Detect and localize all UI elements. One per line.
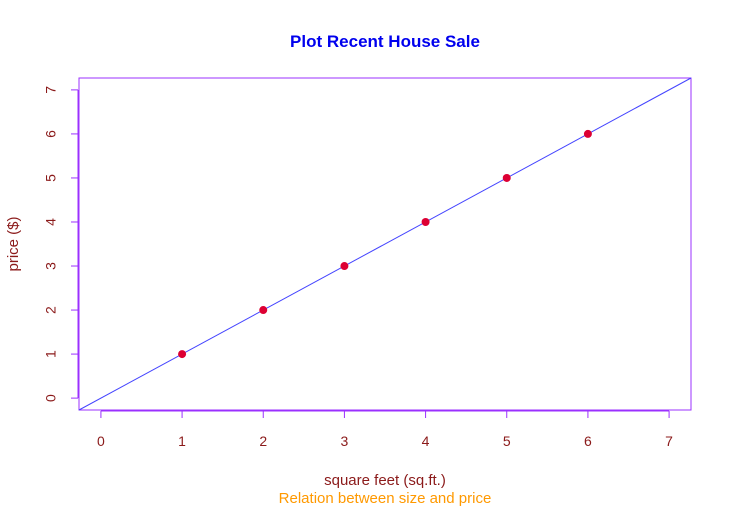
chart-subtitle: Relation between size and price bbox=[279, 490, 492, 507]
x-axis-label: square feet (sq.ft.) bbox=[324, 472, 446, 489]
data-point bbox=[583, 129, 592, 138]
x-tick-label: 2 bbox=[259, 433, 267, 449]
x-tick-label: 0 bbox=[97, 433, 105, 449]
data-point bbox=[178, 350, 187, 359]
data-point bbox=[421, 217, 430, 226]
y-tick-label: 4 bbox=[43, 218, 59, 226]
data-point bbox=[259, 306, 268, 315]
y-tick-label: 1 bbox=[43, 350, 59, 358]
plot-area-border bbox=[78, 77, 692, 411]
y-tick-label: 6 bbox=[43, 130, 59, 138]
x-tick-label: 4 bbox=[422, 433, 430, 449]
x-tick-label: 1 bbox=[178, 433, 186, 449]
regression-line bbox=[78, 77, 692, 411]
y-tick-label: 5 bbox=[43, 174, 59, 182]
x-tick-label: 6 bbox=[584, 433, 592, 449]
chart-title: Plot Recent House Sale bbox=[290, 32, 480, 51]
y-axis-label: price ($) bbox=[5, 216, 22, 271]
y-tick-label: 0 bbox=[43, 394, 59, 402]
data-point bbox=[340, 262, 349, 271]
x-tick-label: 5 bbox=[503, 433, 511, 449]
x-tick-label: 3 bbox=[341, 433, 349, 449]
regression-line-group bbox=[78, 77, 692, 411]
x-tick-label: 7 bbox=[665, 433, 673, 449]
data-point bbox=[502, 173, 511, 182]
y-tick-label: 2 bbox=[43, 306, 59, 314]
data-points bbox=[178, 129, 592, 359]
y-axis: 0 1 2 3 4 5 6 7 bbox=[43, 86, 79, 402]
y-tick-label: 7 bbox=[43, 86, 59, 94]
x-axis: 0 1 2 3 4 5 6 7 bbox=[97, 410, 673, 449]
y-tick-label: 3 bbox=[43, 262, 59, 270]
